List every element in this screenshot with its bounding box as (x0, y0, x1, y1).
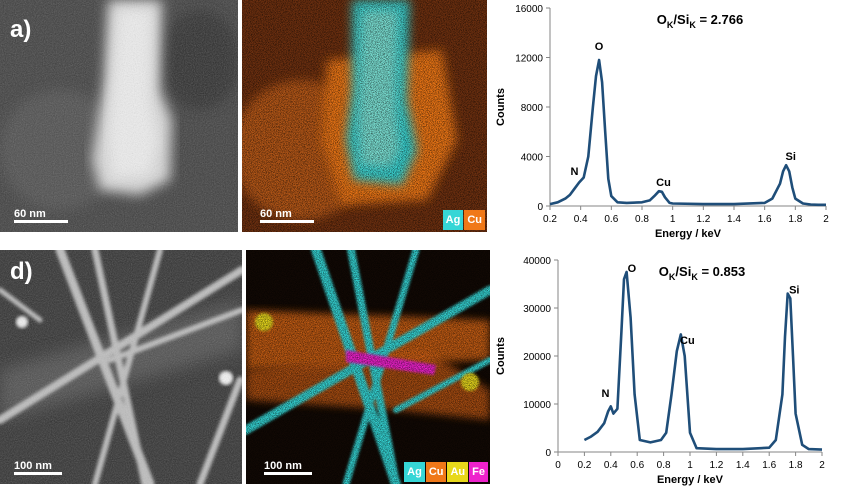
legend-au: Au (447, 462, 469, 482)
title-part: O (657, 12, 667, 27)
edx-spectrum-chart-d: 0 10000 20000 30000 40000 0 0.2 0.4 0.6 0.8 1 1.2 1.… (495, 256, 825, 486)
spectrum-line (549, 58, 826, 207)
x-tick-label: 1.6 (762, 460, 776, 471)
title-part: = 0.853 (698, 264, 745, 279)
legend-fe: Fe (469, 462, 488, 482)
y-tick-label: 40000 (523, 256, 551, 267)
x-tick-label: 0.4 (574, 214, 588, 225)
peak-label-cu: Cu (680, 335, 695, 347)
x-tick-label: 0.6 (604, 214, 618, 225)
title-part: = 2.766 (696, 12, 743, 27)
y-tick-label: 16000 (515, 4, 543, 15)
x-tick-label: 0.8 (657, 460, 671, 471)
legend-cu: Cu (425, 462, 447, 482)
edx-map-a: 60 nm Ag Cu (242, 0, 487, 232)
edx-map-d: 100 nm Ag Cu Au Fe (246, 250, 490, 484)
peak-label-o: O (595, 41, 604, 53)
chart-title: OK/SiK = 2.766 (657, 12, 743, 30)
x-tick-label: 1.4 (736, 460, 750, 471)
edx-map-a-graphic (242, 0, 487, 232)
peak-label-o: O (628, 263, 637, 275)
scale-bar-map-d: 100 nm (264, 460, 312, 475)
scale-label: 100 nm (14, 460, 52, 472)
legend-cu: Cu (464, 210, 485, 230)
scale-bar-line (260, 220, 314, 223)
panel-label-d: d) (10, 258, 33, 285)
y-tick-label: 12000 (515, 54, 543, 65)
x-tick-label: 0.6 (630, 460, 644, 471)
x-tick-label: 0.2 (577, 460, 591, 471)
x-tick-label: 1.4 (727, 214, 741, 225)
element-legend-d: Ag Cu Au Fe (403, 462, 488, 482)
title-part: /Si (675, 264, 691, 279)
x-tick-label: 1.2 (709, 460, 723, 471)
peak-label-si: Si (786, 151, 796, 163)
x-tick-label: 1 (687, 460, 693, 471)
y-tick-label: 0 (545, 448, 551, 459)
x-tick-label: 0.4 (604, 460, 618, 471)
y-axis-label: Counts (495, 337, 507, 375)
stem-image-a-graphic (0, 0, 238, 232)
stem-image-a: a) 60 nm (0, 0, 238, 232)
x-tick-label: 0.2 (543, 214, 557, 225)
peak-label-n: N (571, 166, 579, 178)
edx-spectrum-chart-a: 0 4000 8000 12000 16000 0.2 0.4 0.6 0.8 1 1.2 1.4 1.… (495, 4, 829, 240)
edx-map-d-graphic (246, 250, 490, 484)
chart-title: OK/SiK = 0.853 (659, 264, 745, 282)
x-tick-label: 1.8 (789, 460, 803, 471)
x-tick-label: 0 (555, 460, 561, 471)
stem-image-d: d) 100 nm (0, 250, 242, 484)
scale-label: 100 nm (264, 460, 302, 472)
title-subscript: K (669, 272, 676, 282)
title-part: /Si (673, 12, 689, 27)
title-subscript: K (689, 20, 696, 30)
title-part: O (659, 264, 669, 279)
panel-label-a: a) (10, 16, 32, 43)
y-tick-label: 8000 (521, 103, 544, 114)
scale-bar-stem-d: 100 nm (14, 460, 62, 475)
scale-label: 60 nm (260, 208, 292, 220)
x-axis-label: Energy / keV (655, 228, 722, 240)
legend-ag: Ag (404, 462, 425, 482)
x-tick-label: 2 (823, 214, 829, 225)
element-legend-a: Ag Cu (442, 210, 485, 230)
y-tick-label: 0 (537, 202, 543, 213)
x-tick-label: 1 (670, 214, 676, 225)
x-tick-label: 0.8 (635, 214, 649, 225)
y-tick-label: 30000 (523, 304, 551, 315)
peak-label-si: Si (789, 285, 799, 297)
y-axis-label: Counts (495, 88, 507, 126)
legend-ag: Ag (442, 210, 464, 230)
scale-bar-line (14, 472, 62, 475)
scale-label: 60 nm (14, 208, 46, 220)
scale-bar-line (14, 220, 68, 223)
scale-bar-map-a: 60 nm (260, 208, 314, 223)
title-subscript: K (667, 20, 674, 30)
peak-label-cu: Cu (656, 177, 671, 189)
x-tick-label: 1.6 (758, 214, 772, 225)
y-tick-label: 20000 (523, 352, 551, 363)
peak-label-n: N (602, 388, 610, 400)
y-tick-label: 4000 (521, 153, 544, 164)
scale-bar-stem-a: 60 nm (14, 208, 68, 223)
scale-bar-line (264, 472, 312, 475)
x-tick-label: 2 (819, 460, 825, 471)
x-tick-label: 1.2 (696, 214, 710, 225)
title-subscript: K (691, 272, 698, 282)
spectrum-line (583, 270, 823, 451)
x-axis-label: Energy / keV (657, 474, 724, 486)
stem-image-d-graphic (0, 250, 242, 484)
y-tick-label: 10000 (523, 400, 551, 411)
x-tick-label: 1.8 (788, 214, 802, 225)
